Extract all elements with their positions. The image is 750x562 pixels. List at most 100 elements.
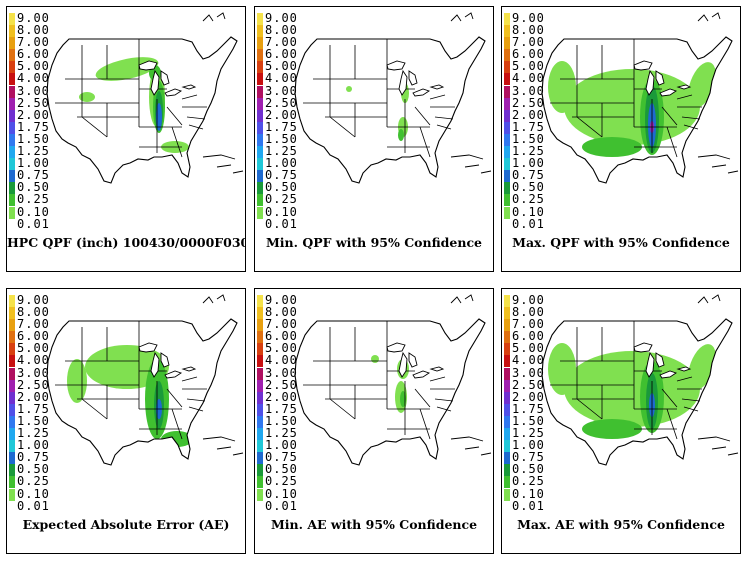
legend-row: 1.50 <box>504 131 552 146</box>
legend-row: 0.10 <box>257 488 305 501</box>
legend-swatch <box>9 13 15 25</box>
legend-label: 2.50 <box>512 95 545 110</box>
legend-label: 0.75 <box>512 450 545 465</box>
legend-swatch <box>9 49 15 62</box>
coastline <box>464 446 480 450</box>
legend-row: 2.50 <box>257 377 305 392</box>
legend-label: 0.50 <box>17 462 50 477</box>
legend-label: 0.75 <box>512 168 545 183</box>
legend-label: 0.25 <box>265 192 298 207</box>
legend-swatch <box>504 158 510 171</box>
legend-swatch <box>9 109 15 122</box>
legend-row: 4.00 <box>257 354 305 368</box>
legend-label: 1.00 <box>265 156 298 171</box>
panel-hpc-qpf: 9.00 8.00 7.00 6.00 5.00 4.00 3.00 2.50 2.00 1.75… <box>6 6 246 272</box>
legend-label: 2.50 <box>265 377 298 392</box>
legend-row: 1.50 <box>9 133 57 146</box>
legend-label: 5.00 <box>512 59 545 74</box>
legend-swatch <box>504 146 510 159</box>
state-border <box>676 94 693 100</box>
coastline <box>464 294 474 302</box>
coastline <box>202 14 214 22</box>
legend-row: 8.00 <box>9 306 57 320</box>
legend-swatch <box>257 133 263 146</box>
legend-swatch <box>9 158 15 171</box>
coastline <box>216 164 232 168</box>
coastline <box>711 164 727 168</box>
panel-max-ae: 9.00 8.00 7.00 6.00 5.00 4.00 3.00 2.50 2.00 1.75… <box>501 288 741 554</box>
precip-map <box>541 12 739 184</box>
great-lake <box>645 69 655 96</box>
legend-swatch <box>9 379 15 392</box>
legend-swatch <box>9 182 15 195</box>
legend-swatch <box>504 170 510 183</box>
state-border <box>329 398 356 420</box>
legend-swatch <box>257 355 263 368</box>
legend: 9.00 8.00 7.00 6.00 5.00 4.00 3.00 2.50 2.00 1.75… <box>257 294 305 513</box>
legend-swatch <box>257 415 263 428</box>
legend-row: 8.00 <box>257 24 305 38</box>
legend-label: 0.50 <box>17 180 50 195</box>
legend-row: 3.00 <box>9 367 57 380</box>
great-lake <box>138 60 158 71</box>
legend-label: 6.00 <box>265 47 298 62</box>
legend-label: 0.25 <box>17 192 50 207</box>
precip-map <box>46 294 244 466</box>
legend-label: 1.00 <box>17 156 50 171</box>
legend-row: 0.75 <box>257 169 305 183</box>
legend-label: 6.00 <box>512 329 545 344</box>
legend-label: 0.75 <box>17 450 50 465</box>
legend-row: 4.00 <box>504 354 552 368</box>
legend-swatch <box>504 391 510 404</box>
legend-label: 7.00 <box>17 317 50 332</box>
legend-label: 9.00 <box>512 293 545 307</box>
legend-swatch <box>257 13 263 25</box>
coastline <box>450 436 484 442</box>
legend-row: 1.00 <box>504 157 552 171</box>
great-lake <box>633 342 653 353</box>
legend-row: 7.00 <box>9 317 57 332</box>
legend-row: 7.00 <box>257 318 305 332</box>
state-border <box>576 116 603 138</box>
legend-row: 9.00 <box>257 11 305 25</box>
great-lake <box>160 70 170 86</box>
legend-label: 1.00 <box>17 438 50 453</box>
legend-swatch <box>9 85 15 98</box>
coastline <box>480 452 492 456</box>
coastline <box>697 154 731 160</box>
legend-label: 5.00 <box>17 341 50 356</box>
legend-swatch <box>504 464 510 477</box>
legend-swatch <box>504 428 510 441</box>
legend-label: 9.00 <box>265 11 298 25</box>
legend-row: 0.25 <box>504 475 552 489</box>
legend-label: 4.00 <box>17 353 50 368</box>
legend-row: 1.50 <box>257 131 305 146</box>
legend-swatch <box>504 379 510 392</box>
legend-label: 1.50 <box>265 131 298 146</box>
precip-fill <box>548 61 716 157</box>
country-outline <box>294 36 486 184</box>
legend-label: 6.00 <box>512 47 545 62</box>
legend-label: 1.50 <box>512 413 545 428</box>
legend-row: 0.50 <box>9 180 57 195</box>
precip-area <box>156 103 162 131</box>
legend-row: 6.00 <box>9 330 57 344</box>
legend-row: 2.00 <box>9 391 57 404</box>
legend-label: 1.25 <box>17 144 50 159</box>
legend-swatch <box>257 307 263 320</box>
legend-label: 8.00 <box>17 23 50 38</box>
legend-label: 3.00 <box>17 83 50 98</box>
legend-row: 6.00 <box>504 329 552 344</box>
legend-row: 0.10 <box>504 488 552 501</box>
great-lake <box>181 84 197 90</box>
legend-swatch <box>257 295 263 307</box>
legend-row: 4.00 <box>504 72 552 86</box>
panel-caption: Max. QPF with 95% Confidence <box>512 235 730 250</box>
legend-row: 6.00 <box>9 48 57 62</box>
legend-label: 1.75 <box>512 119 545 134</box>
legend-label: 0.01 <box>17 216 50 231</box>
legend-row: 5.00 <box>504 59 552 74</box>
great-lake <box>386 60 406 71</box>
state-border <box>683 124 699 130</box>
legend-label: 1.50 <box>512 131 545 146</box>
